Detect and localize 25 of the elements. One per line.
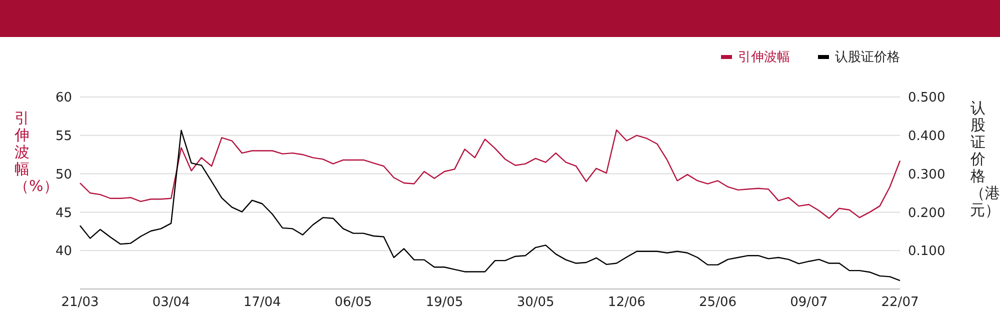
y-tick-label: 45 [55, 206, 72, 221]
y-tick-label: 55 [55, 129, 72, 144]
x-tick-label: 17/04 [243, 295, 281, 310]
legend-label: 认股证价格 [835, 49, 900, 66]
x-tick-label: 21/03 [61, 295, 99, 310]
y2-tick-label: 0.100 [908, 244, 946, 260]
x-tick-label: 03/04 [152, 295, 190, 310]
x-tick-label: 30/05 [516, 295, 554, 310]
x-tick-label: 22/07 [881, 295, 919, 310]
y2-axis-title: 认股证价格（港元） [970, 99, 1000, 219]
y2-tick-label: 0.400 [908, 129, 946, 144]
y-tick-label: 60 [55, 90, 72, 106]
legend-label: 引伸波幅 [738, 49, 790, 66]
x-tick-label: 06/05 [334, 295, 372, 310]
y-tick-label: 50 [55, 167, 72, 182]
line-series [79, 129, 901, 219]
x-tick-label: 12/06 [608, 295, 646, 310]
y2-tick-label: 0.200 [908, 206, 946, 221]
y-tick-label: 40 [55, 244, 72, 260]
line-series [79, 130, 901, 282]
y2-tick-label: 0.500 [908, 90, 946, 106]
x-tick-label: 25/06 [699, 295, 737, 310]
x-tick-label: 09/07 [790, 295, 828, 310]
y2-tick-label: 0.300 [908, 167, 946, 182]
x-tick-label: 19/05 [426, 295, 464, 310]
